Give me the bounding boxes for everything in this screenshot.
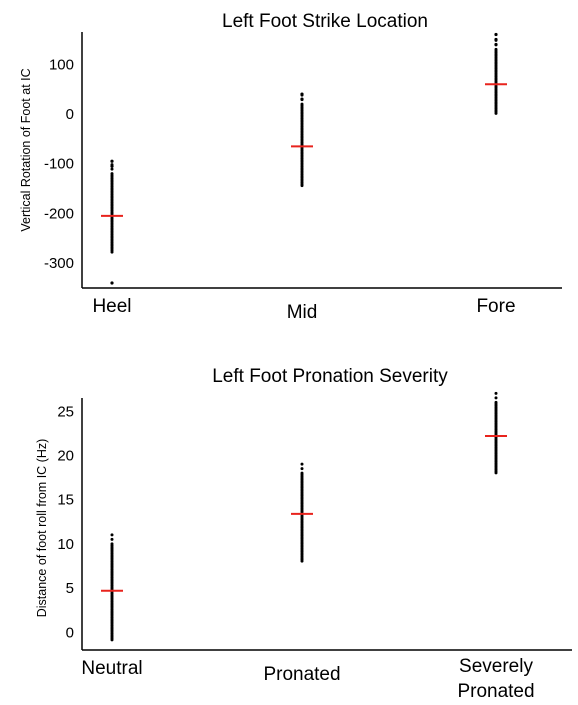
y-tick-label: 10 bbox=[57, 536, 74, 553]
y-axis-label: Distance of foot roll from IC (Hz) bbox=[35, 439, 49, 618]
median-markers bbox=[101, 435, 507, 592]
y-tick-label: -300 bbox=[44, 255, 74, 272]
y-tick-label: 100 bbox=[49, 56, 74, 73]
outlier-point bbox=[110, 164, 114, 168]
y-axis-label: Vertical Rotation of Foot at IC bbox=[19, 68, 33, 231]
data-point bbox=[494, 471, 498, 475]
chart-title: Left Foot Strike Location bbox=[222, 11, 428, 32]
y-tick-label: 20 bbox=[57, 447, 74, 464]
x-tick-labels: Heel Mid Fore bbox=[92, 296, 515, 323]
outlier-point bbox=[494, 32, 498, 37]
y-tick-label: 0 bbox=[66, 106, 74, 123]
x-tick-label: Mid bbox=[287, 302, 318, 323]
x-tick-label: Neutral bbox=[81, 658, 142, 679]
data-point bbox=[110, 537, 114, 541]
y-tick-label: -200 bbox=[44, 205, 74, 222]
x-tick-label: Heel bbox=[92, 296, 131, 317]
outlier-point bbox=[494, 37, 498, 42]
data-point bbox=[300, 467, 304, 471]
data-point bbox=[110, 250, 114, 254]
data-point bbox=[110, 533, 114, 537]
data-point bbox=[494, 111, 498, 115]
y-tick-label: 0 bbox=[66, 624, 74, 641]
y-tick-label: 25 bbox=[57, 403, 74, 420]
strike-location-chart: Left Foot Strike Location Vertical Rotat… bbox=[19, 11, 562, 323]
x-tick-labels: Neutral Pronated Severely Pronated bbox=[81, 656, 534, 702]
pronation-severity-chart: Left Foot Pronation Severity Distance of… bbox=[35, 366, 572, 702]
outlier-point bbox=[110, 281, 114, 285]
x-tick-label: Pronated bbox=[263, 664, 340, 685]
data-points bbox=[110, 32, 498, 285]
outlier-point bbox=[300, 92, 304, 96]
y-tick-label: -100 bbox=[44, 156, 74, 173]
data-point bbox=[300, 559, 304, 563]
data-point bbox=[300, 462, 304, 466]
x-tick-label: Severely Pronated bbox=[457, 656, 534, 702]
x-tick-label: Fore bbox=[476, 296, 515, 317]
data-point bbox=[110, 167, 114, 171]
outlier-point bbox=[300, 97, 304, 101]
data-points bbox=[110, 391, 498, 642]
data-point bbox=[494, 396, 498, 400]
y-tick-labels: 25 20 15 10 5 0 bbox=[57, 403, 74, 641]
data-point bbox=[300, 184, 304, 188]
y-tick-label: 5 bbox=[66, 580, 74, 597]
median-markers bbox=[101, 83, 507, 217]
y-tick-labels: 100 0 -100 -200 -300 bbox=[44, 56, 74, 272]
data-point bbox=[494, 391, 498, 395]
outlier-point bbox=[110, 159, 114, 163]
outlier-point bbox=[494, 42, 498, 47]
y-tick-label: 15 bbox=[57, 492, 74, 509]
data-point bbox=[110, 638, 114, 642]
chart-title: Left Foot Pronation Severity bbox=[212, 366, 448, 387]
